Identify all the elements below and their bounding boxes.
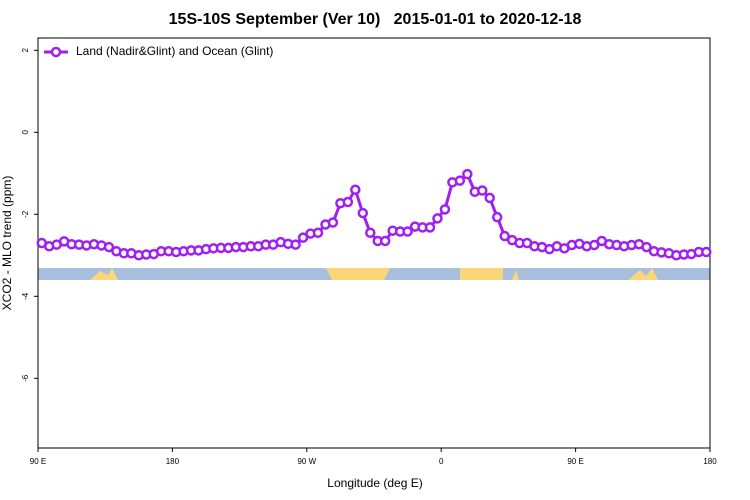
series-marker [350,184,361,195]
y-tick-label: -6 [21,374,30,382]
land-ocean-band [38,268,710,280]
land-band [512,270,519,280]
x-tick-label: 90 W [297,457,316,466]
x-tick-label: 180 [166,457,180,466]
series-marker [589,239,600,251]
series-marker [424,222,436,233]
x-tick-label: 90 E [30,457,46,466]
series-marker [379,235,391,247]
y-tick-label: -2 [21,210,30,218]
series-marker [439,204,451,215]
x-tick-label: 90 E [567,457,583,466]
x-axis-label: Longitude (deg E) [327,476,422,490]
series-marker [491,211,503,223]
series-marker [312,227,324,238]
series-marker [462,168,473,180]
land-band [460,268,503,280]
series-marker [103,241,115,253]
legend-marker [50,46,62,58]
chart-title: 15S-10S September (Ver 10) 2015-01-01 to… [169,11,582,28]
land-band [326,268,390,280]
series-marker [701,246,712,258]
series-marker [357,207,369,219]
x-tick-label: 0 [439,457,444,466]
x-tick-label: 180 [703,457,717,466]
y-tick-label: -4 [21,292,30,300]
series-marker [432,213,443,224]
series-marker [402,226,413,237]
y-axis-label: XCO2 - MLO trend (ppm) [0,176,14,311]
series-marker [297,232,309,243]
series-marker [454,175,466,186]
series-marker [499,230,510,242]
land-band [628,268,658,280]
land-band [90,268,118,280]
series-marker [484,192,495,204]
series-marker [641,241,652,253]
y-tick-label: 2 [21,48,30,53]
series-marker [342,196,354,208]
legend-label: Land (Nadir&Glint) and Ocean (Glint) [76,44,273,58]
series-marker [477,185,488,196]
y-tick-label: 0 [21,130,30,135]
series-marker [365,227,376,238]
series-marker [327,217,339,228]
series-marker [290,239,301,250]
